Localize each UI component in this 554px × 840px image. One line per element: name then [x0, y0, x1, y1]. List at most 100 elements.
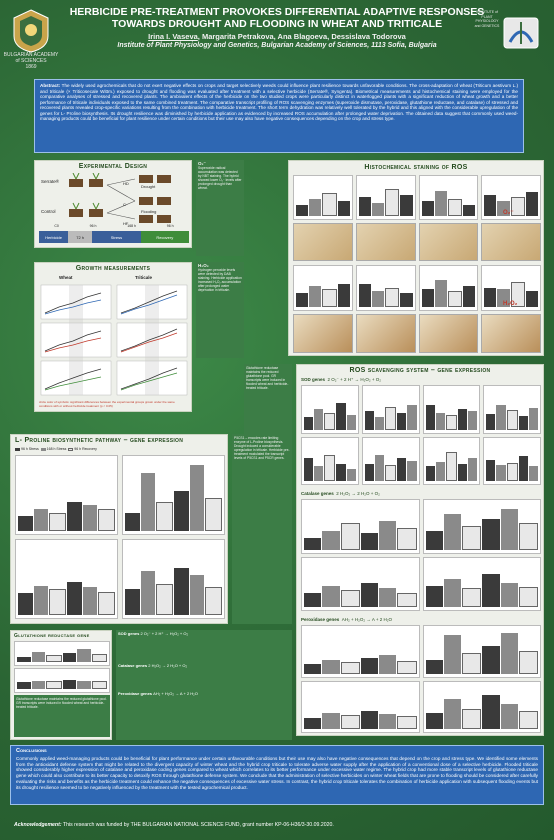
plant-pot-icons: [69, 173, 171, 223]
h2o2-chart: [481, 265, 541, 311]
abstract-box: Abstract: The widely used agrochemicals …: [34, 79, 524, 153]
h2o2-chart: [355, 265, 416, 311]
histochemical-title: Histochemical staining of ROS: [364, 164, 468, 171]
sod-chart: [483, 436, 541, 485]
hd-label: HD: [123, 181, 129, 186]
abstract-text: The widely used agrochemicals that do no…: [40, 83, 518, 121]
experimental-design-panel: Experimental Design Serrate® Drought Con…: [34, 160, 192, 248]
timeline-bar: Herbicide 72 h Stress Recovery: [39, 231, 189, 243]
gr-notes: Glutathione reductase maintains the redu…: [14, 695, 110, 737]
o2-chart: [481, 175, 541, 220]
p5cs-triticale-chart: [122, 455, 225, 535]
flooding-label: Flooding: [141, 209, 156, 214]
drought-label: Drought: [141, 184, 156, 189]
o2-leaf-image: [355, 223, 416, 261]
timepoint-96h: 96 h: [89, 224, 97, 228]
peroxide-notes: H₂O₂ Hydrogen peroxide levels were detec…: [196, 262, 244, 358]
glutathione-title: Glutathione reductase gene: [14, 633, 90, 639]
author-list: Irina I. Vaseva, Margarita Petrakova, An…: [60, 32, 494, 41]
h2o2-notes-heading: H₂O₂: [198, 263, 209, 268]
enzyme-cat-text-block: [118, 668, 290, 692]
ros-sod-reaction: 2 O₂⁻ + 2 H⁺ → H₂O₂ + O₂: [327, 377, 382, 382]
legend-recovery: 96 h Recovery: [74, 447, 97, 451]
superoxide-notes: O₂⁻ Superoxide radical accumulation was …: [196, 160, 244, 256]
proline-notes: P5CS1 – encodes rate limiting enzyme of …: [232, 434, 292, 624]
poster-title: HERBICIDE PRE-TREATMENT PROVOKES DIFFERE…: [60, 6, 494, 30]
presenting-author: Irina I. Vaseva: [148, 32, 198, 41]
legend-stress96: 96 h Stress: [21, 447, 39, 451]
enzyme-perox-heading: Peroxidase genes AH₂ + H₂O₂ → A + 2 H₂O: [118, 692, 290, 696]
h2o2-notes-text: Hydrogen peroxide levels were detected b…: [198, 268, 242, 292]
ippg-logo-text: INSTITUTE of PLANT PHYSIOLOGY and GENETI…: [474, 10, 500, 28]
acknowledgement-text: This research was funded by THE BULGARIA…: [61, 822, 334, 828]
o2-leaf-image: [481, 223, 541, 261]
control-label: Control: [41, 209, 56, 214]
legend-stress168: 168 h Stress: [46, 447, 67, 451]
ippg-emblem-icon: [503, 17, 539, 49]
ros-cat-reaction: 2 H₂O₂ → 2 H₂O + O₂: [336, 491, 380, 496]
p5cr-wheat-chart: [15, 539, 118, 619]
acknowledgement-label: Acknowledgement:: [14, 822, 62, 828]
peroxidase-chart: [301, 680, 420, 733]
conclusions-title: Conclusions: [16, 748, 47, 754]
timepoint-labels: C0 96 h 168 h 96 h: [39, 224, 189, 228]
peroxidase-chart: [422, 680, 541, 733]
o2-leaf-image: [418, 223, 479, 261]
enzyme-cat-reaction: 2 H₂O₂ → 2 H₂O + O₂: [148, 663, 188, 668]
catalase-chart: [301, 499, 420, 554]
ros-sod-label: SOD genes: [301, 377, 326, 382]
legend-swatch-recovery: [68, 447, 74, 451]
title-line-2: TOWARDS DROUGHT AND FLOODING IN WHEAT AN…: [111, 18, 443, 30]
sod-chart: [361, 385, 420, 434]
enzyme-cat-label: Catalase genes: [118, 663, 148, 668]
catalase-chart-grid: [301, 499, 541, 611]
experimental-design-title: Experimental Design: [78, 163, 148, 170]
c-label: C: [123, 202, 126, 207]
peroxidase-chart-grid: [301, 625, 541, 733]
enzyme-sod-heading: SOD genes 2 O₂⁻ + 2 H⁺ → H₂O₂ + O₂: [118, 632, 290, 636]
o2-label: O₂⁻: [503, 210, 514, 216]
enzyme-cat-heading: Catalase genes 2 H₂O₂ → 2 H₂O + O₂: [118, 664, 290, 668]
catalase-chart: [422, 556, 541, 611]
enzyme-sod-reaction: 2 O₂⁻ + 2 H⁺ → H₂O₂ + O₂: [140, 631, 189, 636]
proline-chart-grid: [15, 455, 225, 619]
legend-swatch-stress96: [15, 447, 20, 451]
p5cs-wheat-chart: [15, 455, 118, 535]
enzyme-perox-label: Peroxidase genes: [118, 691, 153, 696]
growth-wheat-label: Wheat: [59, 275, 73, 280]
h2o2-leaf-image: [481, 314, 541, 353]
ros-intro-text: Glutathione reductase maintains the redu…: [246, 366, 289, 390]
growth-line-charts: [40, 284, 188, 396]
timeline-recovery: Recovery: [140, 231, 189, 243]
proline-notes-text: P5CS1 – encodes rate limiting enzyme of …: [234, 436, 290, 460]
serrate-label: Serrate®: [41, 178, 60, 184]
gr-chart-grid: [14, 641, 110, 693]
ros-cat-label: Catalase genes: [301, 491, 334, 496]
o2-leaf-image: [293, 223, 353, 261]
abstract-label: Abstract:: [40, 83, 61, 88]
timepoint-96h-recovery: 96 h: [166, 224, 174, 228]
timeline-herbicide: Herbicide: [39, 231, 69, 243]
h2o2-leaf-image: [418, 314, 479, 353]
timepoint-168h: 168 h: [127, 224, 137, 228]
ros-panel: ROS scavenging system – gene expression …: [296, 364, 544, 736]
enzyme-perox-reaction: AH₂ + H₂O₂ → A + 2 H₂O: [153, 691, 198, 696]
o2-notes-text: Superoxide radical accumulation was dete…: [198, 166, 242, 190]
growth-triticale-label: Triticale: [135, 275, 153, 280]
o2-chart: [418, 175, 479, 220]
poster-header: BULGARIAN ACADEMY of SCIENCES 1869 HERBI…: [0, 0, 554, 78]
coauthors: , Margarita Petrakova, Ana Blagoeva, Des…: [197, 32, 406, 41]
bas-logo-year: 1869: [25, 64, 37, 70]
histochemical-panel: Histochemical staining of ROS O₂⁻ H₂O₂: [288, 160, 544, 356]
acknowledgement: Acknowledgement: This research was funde…: [14, 822, 540, 828]
gr-wheat-chart: [14, 641, 110, 666]
peroxidase-chart: [422, 625, 541, 678]
timeline-stress: Stress: [92, 231, 141, 243]
peroxidase-chart: [301, 625, 420, 678]
gr-triticale-chart: [14, 668, 110, 693]
sod-chart: [301, 436, 359, 485]
h2o2-label: H₂O₂: [503, 301, 518, 307]
conclusions-box: Conclusions Commonly applied weed-managi…: [10, 745, 544, 805]
experiment-scheme-diagram: Serrate® Drought Control HD C Flooding H…: [41, 173, 171, 226]
sod-chart: [361, 436, 420, 485]
